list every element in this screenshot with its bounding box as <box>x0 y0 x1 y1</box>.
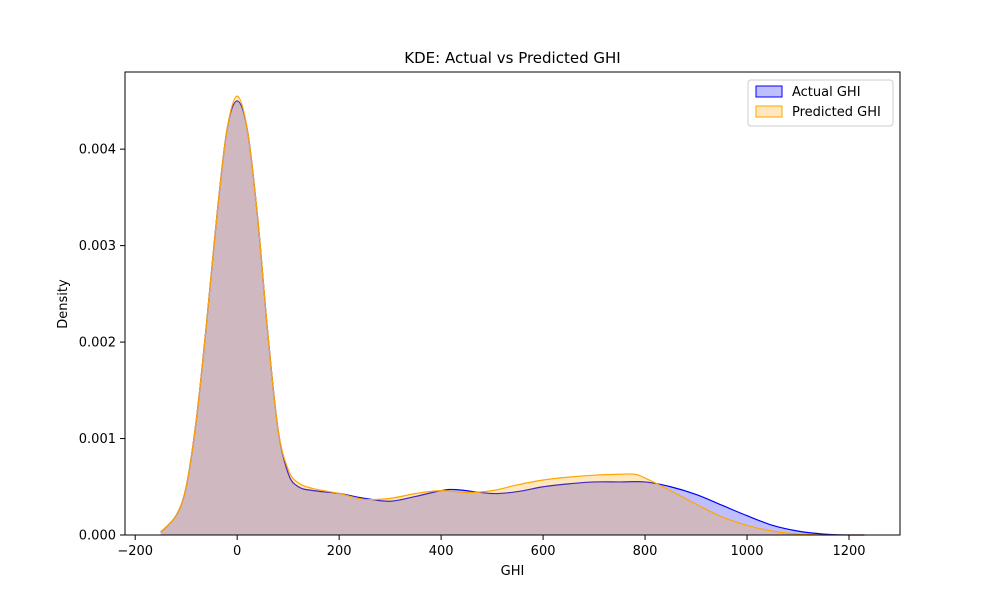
x-tick-label: 1000 <box>730 544 763 559</box>
chart-title: KDE: Actual vs Predicted GHI <box>404 49 620 67</box>
y-tick-label: 0.002 <box>79 336 116 351</box>
y-tick-label: 0.001 <box>79 432 116 447</box>
x-tick-label: 800 <box>633 544 658 559</box>
x-tick-label: 1200 <box>832 544 865 559</box>
kde-area-actual <box>160 100 865 535</box>
x-tick-label: −200 <box>117 544 153 559</box>
y-tick-label: 0.000 <box>79 529 116 544</box>
x-tick-label: 200 <box>327 544 352 559</box>
legend-swatch-predicted <box>755 105 783 118</box>
axes-frame <box>124 71 901 536</box>
kde-area-predicted <box>160 96 865 536</box>
axes: −200 0 200 400 600 800 1000 1200 0.000 0.001 0.002… <box>79 71 901 559</box>
x-tick-label: 400 <box>429 544 454 559</box>
legend-label-actual: Actual GHI <box>792 85 861 100</box>
y-axis-title: Density <box>56 279 71 329</box>
legend-frame <box>747 79 894 127</box>
plot-area <box>160 95 865 536</box>
legend: Actual GHI Predicted GHI <box>747 79 894 127</box>
x-tick-label: 600 <box>531 544 556 559</box>
legend-label-predicted: Predicted GHI <box>792 105 881 120</box>
x-tick-label: 0 <box>233 544 241 559</box>
x-axis-title: GHI <box>501 564 525 579</box>
y-tick-label: 0.003 <box>79 239 116 254</box>
kde-line-predicted <box>160 95 865 536</box>
y-tick-label: 0.004 <box>79 143 116 158</box>
legend-swatch-actual <box>755 85 783 98</box>
